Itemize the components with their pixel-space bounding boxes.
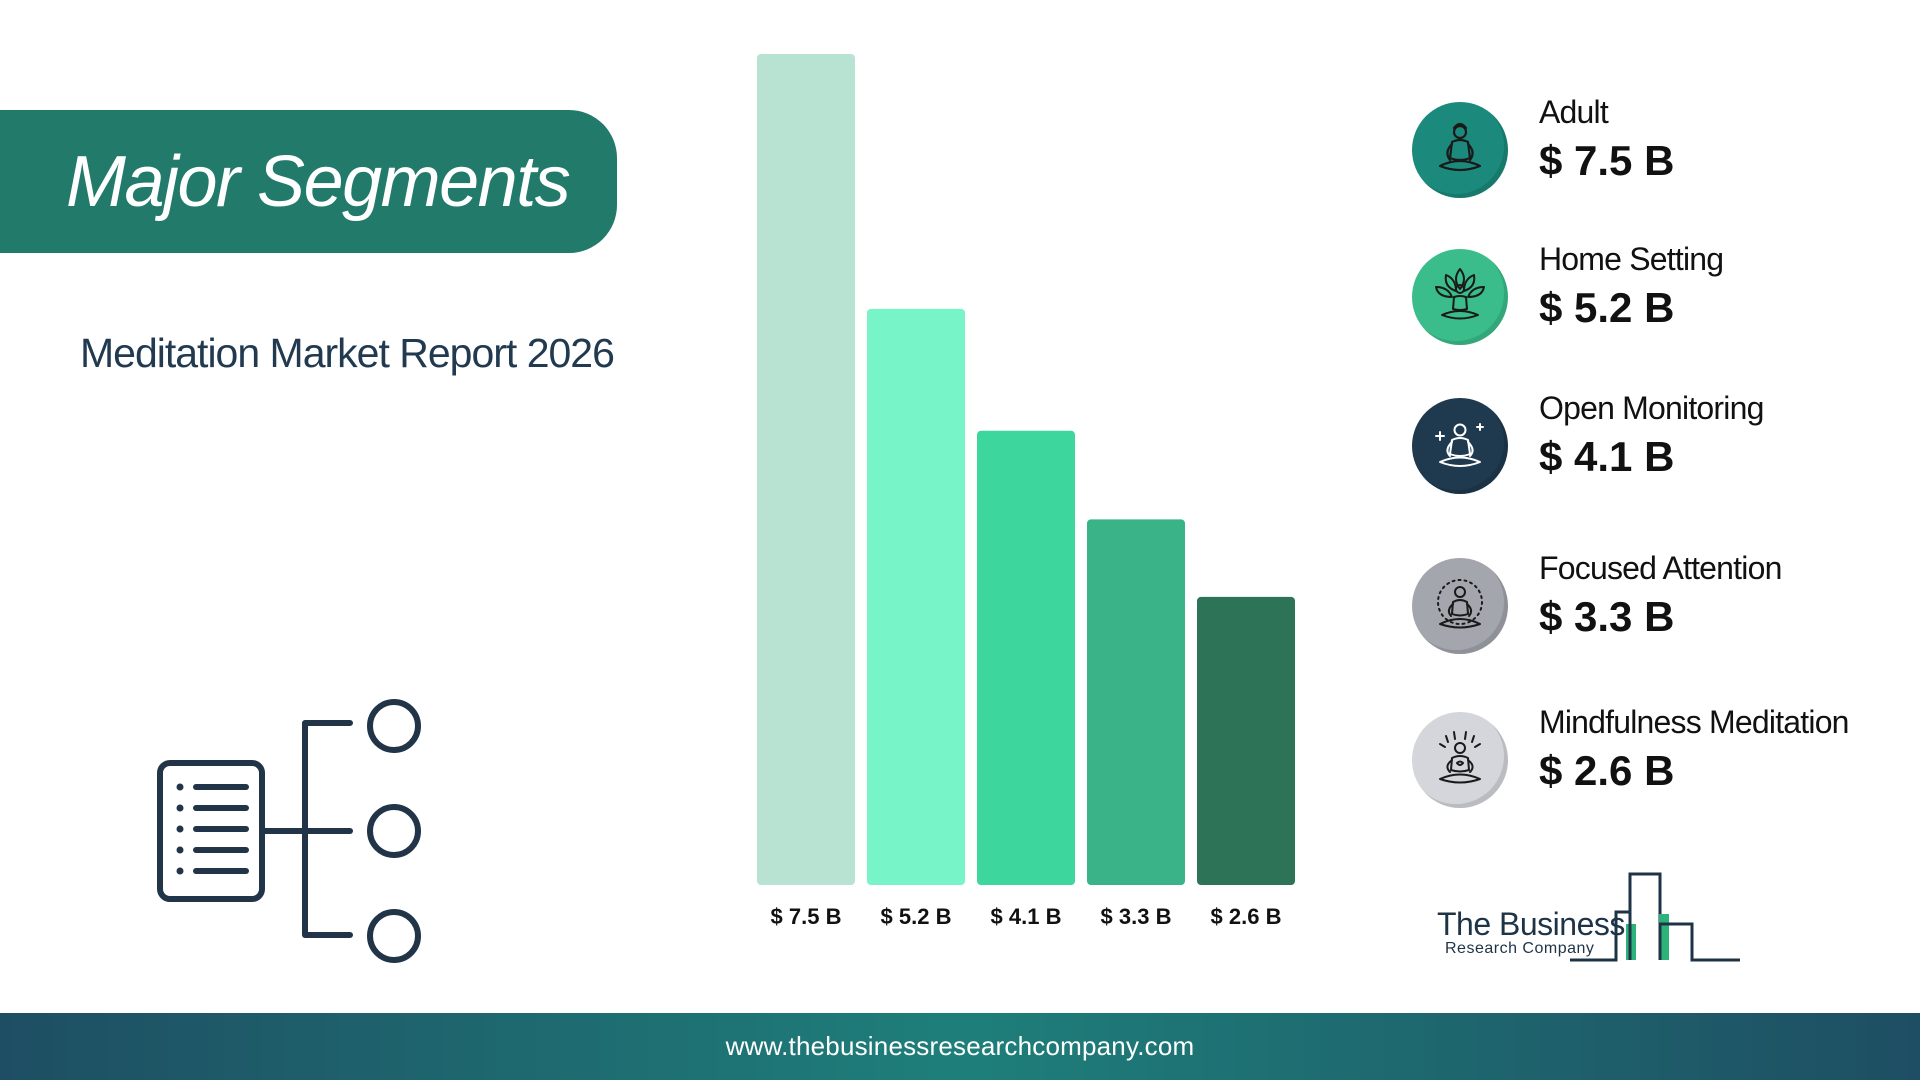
- legend-label: Home Setting: [1539, 241, 1724, 277]
- bar-open-monitoring: [977, 430, 1075, 885]
- bar-value-label: $ 2.6 B: [1211, 904, 1282, 929]
- bar-value-label: $ 5.2 B: [881, 904, 952, 929]
- bar-value-label: $ 3.3 B: [1101, 904, 1172, 929]
- bar-value-label: $ 4.1 B: [991, 904, 1062, 929]
- lotus-meditation-icon: [1412, 249, 1508, 345]
- heart-meditation-icon: [1412, 712, 1508, 808]
- legend-value: $ 4.1 B: [1539, 433, 1675, 480]
- legend-item-mindfulness-meditation: Mindfulness Meditation $ 2.6 B: [1412, 704, 1892, 822]
- legend-label: Focused Attention: [1539, 550, 1782, 586]
- legend-label: Mindfulness Meditation: [1539, 704, 1849, 740]
- bar-adult: [757, 54, 855, 885]
- page-title: Major Segments: [66, 141, 571, 222]
- company-logo: The Business Research Company: [1430, 870, 1750, 970]
- bar-value-label: $ 7.5 B: [771, 904, 842, 929]
- segments-hierarchy-icon: [150, 690, 440, 970]
- radiant-meditation-icon: [1412, 558, 1508, 654]
- legend-value: $ 7.5 B: [1539, 137, 1675, 184]
- bar-mindfulness-meditation: [1197, 596, 1295, 885]
- footer-url[interactable]: www.thebusinessresearchcompany.com: [725, 1031, 1195, 1061]
- bar-home-setting: [867, 308, 965, 886]
- legend-value: $ 5.2 B: [1539, 284, 1675, 331]
- page-subtitle: Meditation Market Report 2026: [80, 330, 615, 376]
- legend-label: Adult: [1539, 94, 1609, 130]
- legend-item-open-monitoring: Open Monitoring $ 4.1 B: [1412, 390, 1892, 508]
- legend-label: Open Monitoring: [1539, 390, 1764, 426]
- legend-item-home-setting: Home Setting $ 5.2 B: [1412, 241, 1892, 359]
- bar-chart: $ 7.5 B $ 5.2 B $ 4.1 B $ 3.3 B $ 2.6 B: [757, 54, 1295, 929]
- title-banner: Major Segments: [0, 110, 617, 253]
- legend-value: $ 2.6 B: [1539, 747, 1675, 794]
- logo-subtitle: Research Company: [1445, 940, 1595, 957]
- meditation-person-icon: [1412, 102, 1508, 198]
- logo-name: The Business: [1437, 906, 1625, 942]
- legend-value: $ 3.3 B: [1539, 593, 1675, 640]
- legend-item-adult: Adult $ 7.5 B: [1412, 94, 1892, 212]
- sparkle-meditation-icon: [1412, 398, 1508, 494]
- bar-focused-attention: [1087, 519, 1185, 885]
- legend-item-focused-attention: Focused Attention $ 3.3 B: [1412, 550, 1892, 668]
- footer-bar: www.thebusinessresearchcompany.com: [0, 1013, 1920, 1080]
